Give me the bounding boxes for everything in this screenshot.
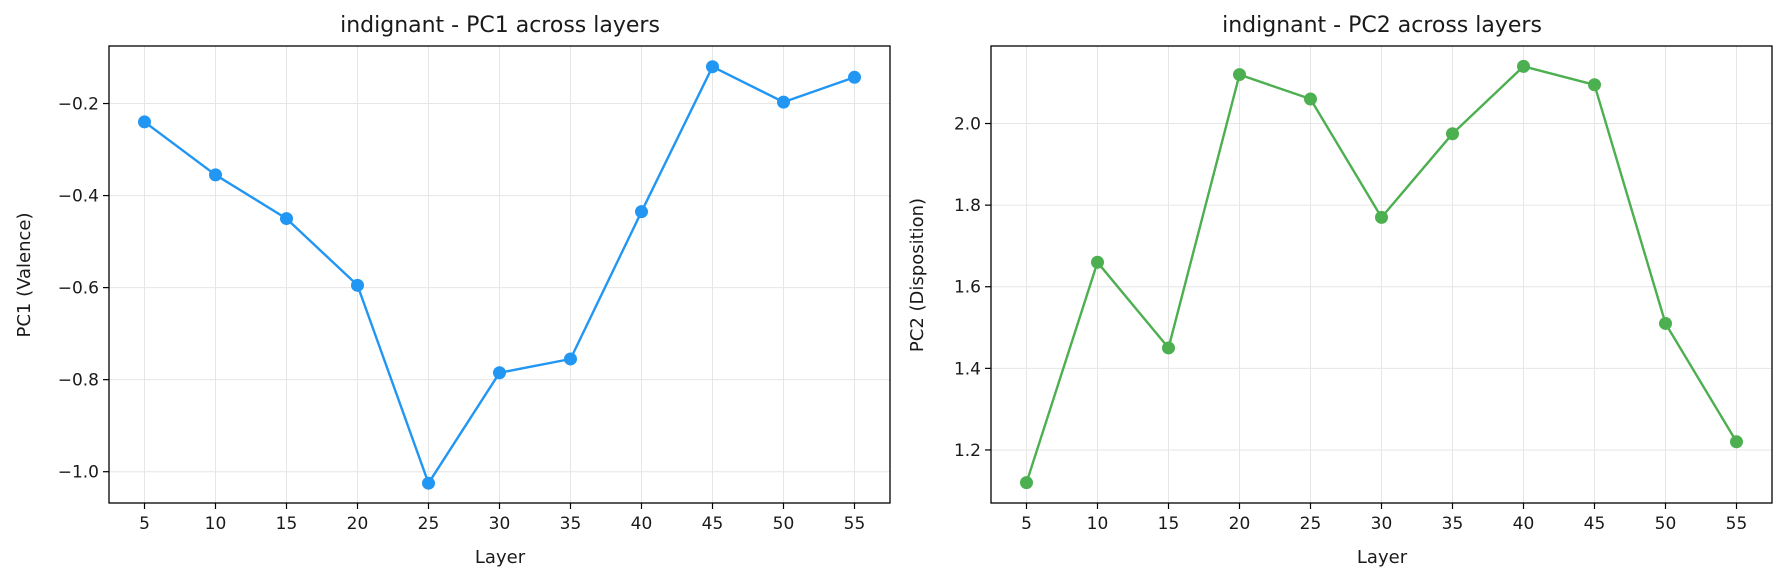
data-point [564, 352, 577, 366]
data-point [1446, 127, 1459, 141]
x-tick-label: 20 [1229, 514, 1251, 534]
data-point [138, 115, 151, 129]
y-tick-label: 1.6 [954, 278, 981, 298]
x-tick-label: 5 [1021, 514, 1032, 534]
data-point [1020, 476, 1033, 490]
data-point [635, 205, 648, 219]
x-tick-label: 50 [773, 514, 795, 534]
data-point [1517, 59, 1530, 73]
y-tick-label: 1.2 [954, 441, 981, 461]
series-markers [138, 60, 861, 490]
data-point [706, 60, 719, 74]
series-markers [1020, 59, 1743, 490]
x-tick-label: 30 [1371, 514, 1393, 534]
x-ticks: 5 10 15 20 25 30 35 40 45 50 55 [1021, 503, 1747, 534]
x-tick-label: 35 [560, 514, 582, 534]
chart-title: indignant - PC1 across layers [340, 13, 660, 38]
data-point [1375, 210, 1388, 224]
x-tick-label: 45 [1584, 514, 1606, 534]
y-axis-label: PC1 (Valence) [14, 212, 35, 337]
data-point [1730, 435, 1743, 449]
data-point [848, 70, 861, 84]
y-tick-label: −0.4 [58, 187, 99, 207]
x-tick-label: 25 [418, 514, 440, 534]
x-axis-label: Layer [1357, 547, 1408, 568]
x-tick-label: 30 [489, 514, 511, 534]
x-tick-label: 40 [1513, 514, 1535, 534]
data-point [1659, 316, 1672, 330]
y-tick-label: −0.6 [58, 279, 99, 299]
y-ticks: 1.2 1.4 1.6 1.8 2.0 [954, 115, 991, 461]
data-point [422, 476, 435, 490]
x-tick-label: 5 [139, 514, 150, 534]
x-ticks: 5 10 15 20 25 30 35 40 45 50 55 [139, 503, 865, 534]
y-ticks: −0.2 −0.4 −0.6 −0.8 −1.0 [58, 95, 109, 483]
chart-title: indignant - PC2 across layers [1222, 13, 1542, 38]
y-tick-label: −0.2 [58, 95, 99, 115]
data-point [280, 212, 293, 226]
data-point [1233, 68, 1246, 82]
y-tick-label: 1.4 [954, 359, 981, 379]
data-point [1588, 78, 1601, 92]
x-tick-label: 40 [631, 514, 653, 534]
x-tick-label: 15 [276, 514, 298, 534]
grid [109, 46, 890, 503]
x-tick-label: 15 [1158, 514, 1180, 534]
grid [991, 46, 1772, 503]
y-tick-label: 1.8 [954, 196, 981, 216]
data-point [209, 168, 222, 182]
data-point [351, 278, 364, 292]
x-axis-label: Layer [475, 547, 526, 568]
x-tick-label: 55 [844, 514, 866, 534]
x-tick-label: 45 [702, 514, 724, 534]
data-point [777, 95, 790, 109]
x-tick-label: 25 [1300, 514, 1322, 534]
data-point [1091, 255, 1104, 269]
y-axis-label: PC2 (Disposition) [907, 198, 928, 352]
x-tick-label: 55 [1726, 514, 1748, 534]
x-tick-label: 35 [1442, 514, 1464, 534]
x-tick-label: 50 [1655, 514, 1677, 534]
y-tick-label: −1.0 [58, 463, 99, 483]
data-point [493, 366, 506, 380]
x-tick-label: 10 [205, 514, 227, 534]
x-tick-label: 10 [1087, 514, 1109, 534]
y-tick-label: 2.0 [954, 115, 981, 135]
data-point [1162, 341, 1175, 355]
x-tick-label: 20 [347, 514, 369, 534]
y-tick-label: −0.8 [58, 371, 99, 391]
chart-pc1: indignant - PC1 across layers Layer PC1 … [14, 13, 891, 568]
data-point [1304, 92, 1317, 106]
chart-pc2: indignant - PC2 across layers Layer PC2 … [907, 13, 1773, 568]
